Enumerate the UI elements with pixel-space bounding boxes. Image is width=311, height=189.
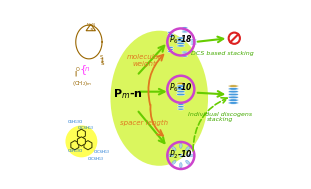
Polygon shape: [77, 137, 86, 146]
Ellipse shape: [168, 49, 174, 50]
Ellipse shape: [178, 103, 184, 105]
Text: S: S: [99, 55, 103, 60]
Ellipse shape: [172, 146, 176, 151]
Ellipse shape: [177, 93, 185, 96]
Ellipse shape: [186, 146, 190, 151]
Ellipse shape: [179, 163, 182, 168]
Ellipse shape: [168, 51, 174, 52]
Ellipse shape: [228, 96, 239, 98]
Ellipse shape: [228, 91, 239, 93]
Text: molecular
weight: molecular weight: [127, 54, 162, 67]
Ellipse shape: [186, 160, 190, 164]
Text: Individual discogens
stacking: Individual discogens stacking: [188, 112, 252, 122]
Ellipse shape: [182, 27, 188, 29]
Polygon shape: [84, 141, 92, 150]
Text: C$_6$H$_{13}$O: C$_6$H$_{13}$O: [67, 119, 84, 126]
Ellipse shape: [179, 156, 183, 157]
Ellipse shape: [177, 85, 185, 87]
Text: DCS based stacking: DCS based stacking: [191, 51, 253, 56]
Ellipse shape: [168, 34, 174, 35]
Ellipse shape: [177, 82, 185, 84]
Ellipse shape: [228, 102, 239, 104]
Ellipse shape: [182, 29, 188, 31]
Text: spacer length: spacer length: [120, 120, 168, 126]
Ellipse shape: [228, 93, 239, 96]
Ellipse shape: [168, 36, 174, 37]
Text: $\{$: $\{$: [79, 63, 87, 77]
Ellipse shape: [182, 51, 188, 53]
Ellipse shape: [179, 154, 183, 155]
Text: OC$_6$H$_{13}$: OC$_6$H$_{13}$: [87, 155, 104, 163]
Text: O: O: [76, 67, 80, 72]
Ellipse shape: [177, 42, 185, 44]
Ellipse shape: [191, 39, 197, 41]
Ellipse shape: [228, 88, 239, 90]
Text: OC$_6$H$_{13}$: OC$_6$H$_{13}$: [77, 125, 93, 132]
Ellipse shape: [177, 37, 185, 39]
Text: $P_2$-10: $P_2$-10: [169, 148, 193, 161]
Ellipse shape: [177, 91, 185, 93]
Ellipse shape: [177, 40, 185, 42]
Ellipse shape: [182, 53, 188, 55]
Circle shape: [65, 125, 97, 157]
Text: $\mathbf{P}_{m}$-$\mathbf{n}$: $\mathbf{P}_{m}$-$\mathbf{n}$: [114, 88, 143, 101]
Ellipse shape: [177, 88, 185, 90]
Text: $n$: $n$: [84, 65, 90, 73]
Ellipse shape: [228, 99, 239, 101]
Ellipse shape: [168, 46, 174, 48]
Text: $P_6$-18: $P_6$-18: [169, 34, 193, 46]
Text: S: S: [100, 61, 104, 66]
Ellipse shape: [191, 43, 197, 45]
Text: N=N
  N: N=N N: [86, 23, 95, 32]
Ellipse shape: [178, 106, 184, 108]
Ellipse shape: [177, 45, 185, 47]
Text: ‖: ‖: [75, 70, 77, 76]
Ellipse shape: [191, 41, 197, 43]
Text: ‖: ‖: [100, 58, 104, 64]
Ellipse shape: [188, 154, 193, 157]
Ellipse shape: [178, 108, 184, 110]
Ellipse shape: [182, 55, 188, 57]
Polygon shape: [77, 129, 86, 138]
Ellipse shape: [168, 32, 174, 33]
Ellipse shape: [182, 31, 188, 33]
Text: OC$_6$H$_{13}$: OC$_6$H$_{13}$: [93, 148, 109, 156]
Ellipse shape: [172, 160, 176, 164]
Polygon shape: [71, 141, 79, 150]
Ellipse shape: [169, 154, 174, 157]
Text: C$_6$H$_{13}$O: C$_6$H$_{13}$O: [67, 147, 84, 155]
Ellipse shape: [110, 31, 208, 166]
Ellipse shape: [179, 143, 182, 148]
Text: (CH$_2$)$_m$: (CH$_2$)$_m$: [72, 79, 92, 88]
Ellipse shape: [228, 85, 239, 87]
Text: $P_6$-10: $P_6$-10: [169, 82, 193, 94]
